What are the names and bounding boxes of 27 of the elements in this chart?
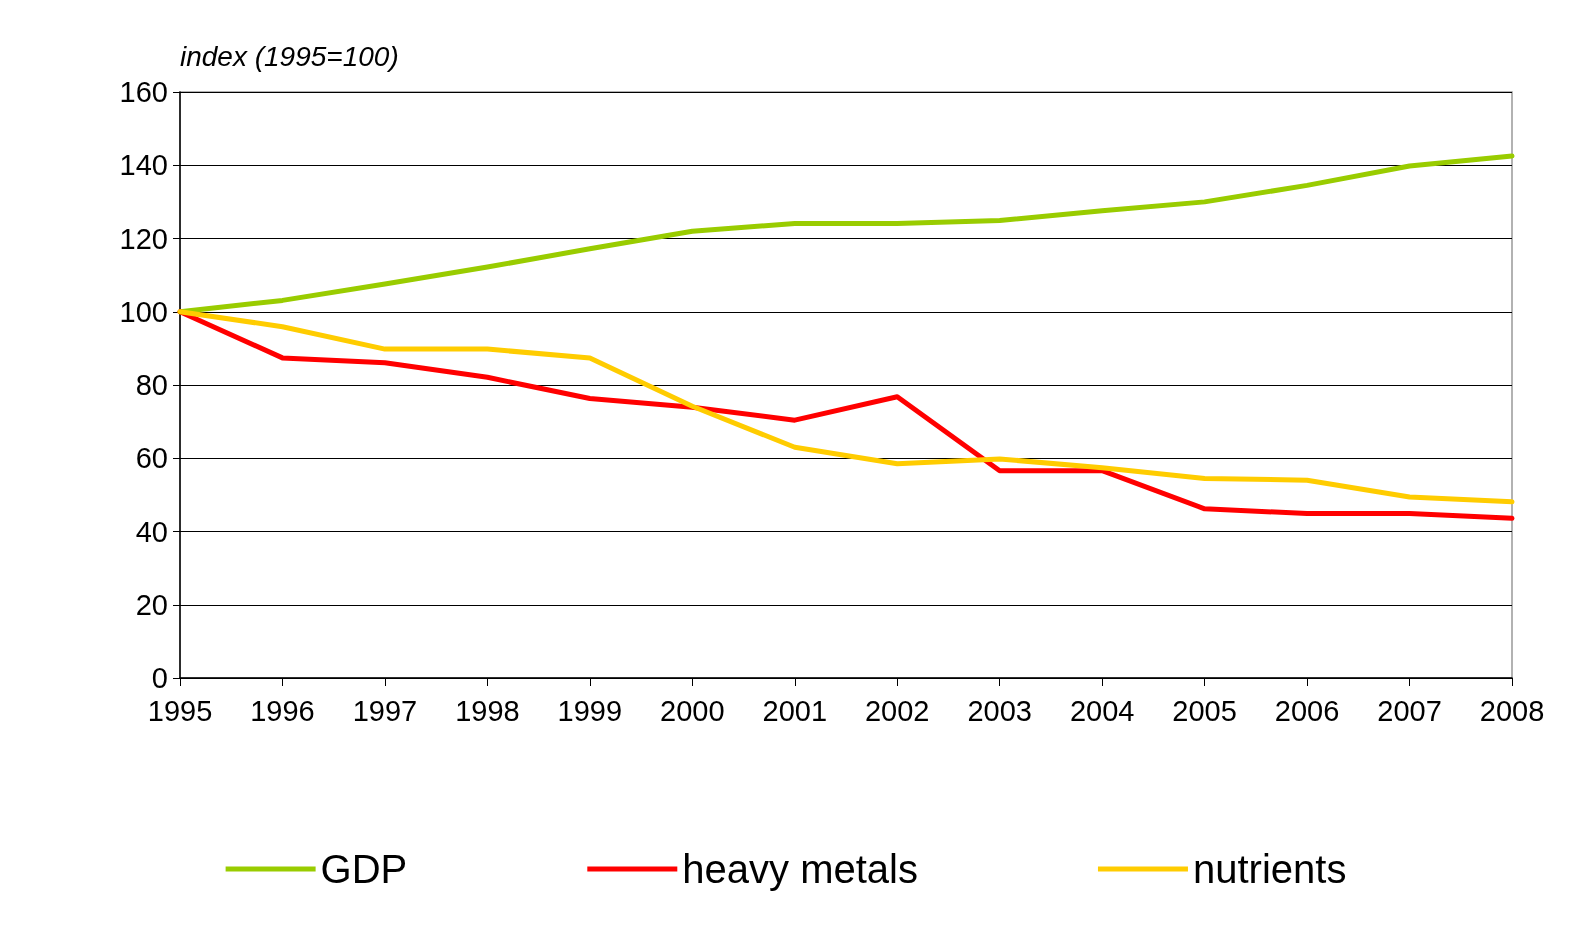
legend-label: nutrients	[1192, 847, 1347, 891]
x-tick-label: 2002	[864, 694, 930, 727]
x-tick-label: 1996	[250, 694, 315, 727]
y-tick-label: 120	[119, 222, 168, 255]
y-tick-label: 80	[135, 369, 168, 401]
x-tick-label: 2006	[1274, 694, 1340, 727]
y-tick-label: 0	[151, 662, 168, 694]
x-tick-label: 2007	[1377, 694, 1442, 727]
y-tick-label: 40	[135, 515, 168, 548]
x-tick-label: 1999	[557, 694, 623, 727]
x-tick-label: 2008	[1479, 694, 1545, 727]
y-tick-label: 100	[119, 295, 168, 328]
x-tick-label: 2004	[1069, 694, 1135, 727]
legend-label: heavy metals	[682, 847, 918, 891]
x-tick-label: 2003	[967, 694, 1032, 727]
x-tick-label: 1995	[147, 694, 213, 727]
x-tick-label: 2005	[1172, 694, 1237, 727]
y-tick-label: 140	[119, 149, 168, 182]
x-tick-label: 1998	[455, 694, 520, 727]
y-tick-label: 60	[135, 442, 168, 475]
x-tick-label: 2001	[762, 694, 828, 727]
x-tick-label: 1997	[352, 694, 418, 727]
y-axis-title: index (1995=100)	[180, 40, 399, 72]
x-tick-label: 2000	[660, 694, 725, 727]
y-tick-label: 20	[135, 588, 168, 621]
legend-label: GDP	[320, 847, 408, 891]
y-tick-label: 160	[119, 76, 168, 108]
